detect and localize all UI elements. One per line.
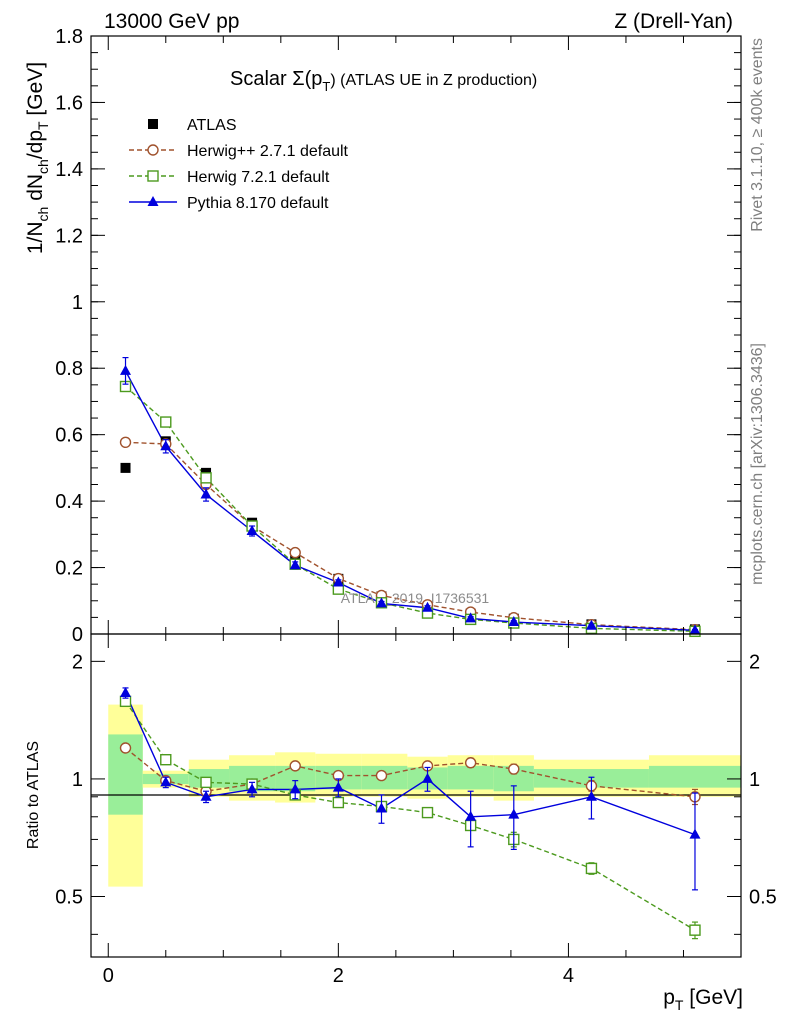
ratio-plot-frame xyxy=(90,633,742,958)
main-ytick-label: 1.2 xyxy=(55,225,83,247)
legend-marker-atlas xyxy=(148,119,158,129)
legend-label-pythia-8-170-default: Pythia 8.170 default xyxy=(187,195,329,212)
ratio-point-pythia-8-170-default xyxy=(120,686,132,697)
ratio-point-herwig-7-2-1-default xyxy=(332,796,345,809)
ratio-band-green xyxy=(447,765,494,790)
ratio-point-pythia-8-170-default xyxy=(289,783,301,794)
ratio-point-pythia-8-170-default xyxy=(200,790,212,801)
ratio-point-herwig-7-2-1-default xyxy=(689,924,701,936)
ratio-y-axis-label: Ratio to ATLAS xyxy=(25,741,42,849)
main-y-axis-label: 1/Nch dNch/dpT [GeV] xyxy=(24,62,51,254)
main-point-herwig-2-7-1-default xyxy=(289,546,301,559)
main-ytick-label: 1.4 xyxy=(55,159,83,181)
main-point-pythia-8-170-default xyxy=(246,525,258,536)
ratio-point-herwig-7-2-1-default xyxy=(200,776,212,789)
ratio-ytick-label-right: 0.5 xyxy=(749,887,777,909)
main-y-axis: 0 0.2 0.4 0.6 0.8 1 1.2 1.4 1.6 1.8 xyxy=(55,26,742,646)
main-point-pythia-8-170-default xyxy=(200,488,212,499)
ratio-ytick-label-right: 1 xyxy=(749,769,760,791)
ratio-points-layer xyxy=(119,686,701,940)
ratio-point-pythia-8-170-default xyxy=(246,783,258,794)
ratio-ytick-label: 1 xyxy=(72,769,83,791)
plot-title: Scalar Σ(pT) (ATLAS UE in Z production) xyxy=(230,68,537,94)
analysis-watermark: ATLAS_2019_I1736531 xyxy=(341,590,490,606)
title-tail: ) (ATLAS UE in Z production) xyxy=(330,72,537,89)
main-point-pythia-8-170-default xyxy=(160,440,172,451)
legend-label-herwig-2-7-1-default: Herwig++ 2.7.1 default xyxy=(187,143,349,160)
main-point-pythia-8-170-default xyxy=(422,601,434,612)
main-ytick-label: 0.2 xyxy=(55,558,83,580)
ratio-series-layer xyxy=(124,692,696,931)
main-line-pythia-8-170-default xyxy=(124,370,696,632)
ratio-point-herwig-2-7-1-default xyxy=(375,769,388,782)
ratio-point-herwig-7-2-1-default xyxy=(421,806,434,819)
main-ytick-label: 0.6 xyxy=(55,425,83,447)
ratio-xtick-label: 0 xyxy=(103,965,114,987)
ratio-point-herwig-2-7-1-default xyxy=(508,763,520,775)
main-ytick-label: 0.8 xyxy=(55,358,83,380)
main-point-pythia-8-170-default xyxy=(120,364,132,375)
ratio-axes: 0.5 0.5 1 1 2 2 0 2 4 xyxy=(55,634,777,987)
main-point-pythia-8-170-default xyxy=(689,624,701,635)
ratio-band-green xyxy=(648,765,741,788)
ratio-point-herwig-2-7-1-default xyxy=(119,742,132,754)
main-point-pythia-8-170-default xyxy=(508,616,520,627)
process-label: Z (Drell-Yan) xyxy=(614,10,733,33)
ratio-point-pythia-8-170-default xyxy=(465,810,477,821)
main-line-herwig-2-7-1-default xyxy=(125,441,696,631)
ratio-point-pythia-8-170-default xyxy=(508,808,520,819)
main-ytick-label: 0.4 xyxy=(55,491,83,513)
legend: ATLAS Herwig++ 2.7.1 default Herwig 7.2.1 … xyxy=(129,117,349,212)
main-point-pythia-8-170-default xyxy=(465,612,477,623)
legend-label-herwig-7-2-1-default: Herwig 7.2.1 default xyxy=(187,169,330,186)
main-line-herwig-7-2-1-default xyxy=(125,385,696,633)
ratio-point-herwig-2-7-1-default xyxy=(464,757,477,769)
main-point-herwig-2-7-1-default xyxy=(119,436,132,449)
legend-label-atlas: ATLAS xyxy=(187,117,237,134)
main-point-pythia-8-170-default xyxy=(289,559,301,570)
main-ytick-label: 1.6 xyxy=(55,92,83,114)
ratio-line-herwig-7-2-1-default xyxy=(124,700,696,931)
main-point-herwig-7-2-1-default xyxy=(160,416,172,428)
legend-marker-herwig-7-2-1-default xyxy=(147,170,159,182)
main-ytick-label: 0 xyxy=(72,624,83,646)
ratio-point-pythia-8-170-default xyxy=(332,781,344,792)
title-sub: T xyxy=(322,79,330,94)
ratio-point-pythia-8-170-default xyxy=(422,772,434,783)
x-axis-label: pT [GeV] xyxy=(663,986,743,1013)
ratio-point-herwig-7-2-1-default xyxy=(585,862,598,875)
legend-marker-pythia-8-170-default xyxy=(147,196,159,206)
energy-label: 13000 GeV pp xyxy=(104,10,239,33)
ratio-ytick-label-right: 2 xyxy=(749,651,760,673)
main-point-pythia-8-170-default xyxy=(585,619,597,630)
main-ytick-label: 1 xyxy=(72,292,83,314)
main-point-herwig-7-2-1-default xyxy=(200,472,212,484)
ratio-ytick-label: 2 xyxy=(72,651,83,673)
title-main: Scalar Σ(p xyxy=(230,68,322,90)
ratio-ytick-label: 0.5 xyxy=(55,887,83,909)
main-series-layer xyxy=(124,370,696,633)
ratio-xtick-label: 2 xyxy=(333,965,344,987)
ratio-point-pythia-8-170-default xyxy=(689,828,701,839)
ratio-xtick-label: 4 xyxy=(563,965,574,987)
ratio-line-pythia-8-170-default xyxy=(124,692,696,836)
ratio-point-pythia-8-170-default xyxy=(160,776,172,787)
ratio-line-herwig-2-7-1-default xyxy=(125,747,696,798)
mcplots-label: mcplots.cern.ch [arXiv:1306.3436] xyxy=(749,343,766,585)
legend-marker-herwig-2-7-1-default xyxy=(147,144,159,156)
ratio-point-herwig-7-2-1-default xyxy=(160,754,172,766)
main-point-pythia-8-170-default xyxy=(332,576,344,587)
ratio-point-herwig-2-7-1-default xyxy=(289,760,301,772)
ratio-point-pythia-8-170-default xyxy=(375,802,387,813)
main-ytick-label: 1.8 xyxy=(55,26,83,48)
main-point-atlas xyxy=(120,462,131,473)
main-points-layer xyxy=(119,356,701,638)
ratio-point-pythia-8-170-default xyxy=(585,790,597,801)
rivet-label: Rivet 3.1.10, ≥ 400k events xyxy=(749,38,766,232)
main-point-pythia-8-170-default xyxy=(375,597,387,608)
